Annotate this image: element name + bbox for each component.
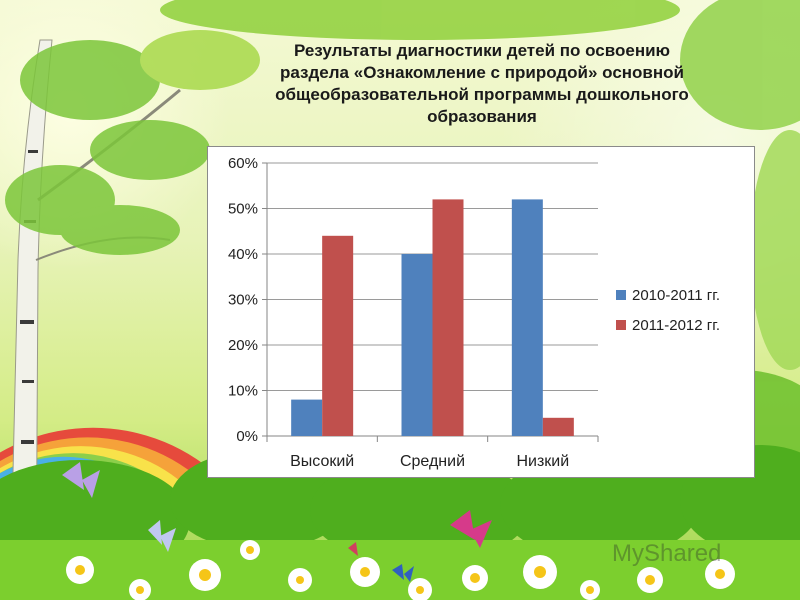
y-tick-label: 40% [228, 246, 258, 263]
title-line-2: раздела «Ознакомление с природой» основн… [280, 63, 684, 82]
x-tick-label: Средний [400, 453, 465, 470]
x-tick-label: Низкий [516, 453, 569, 470]
watermark-text: MyShared [612, 540, 722, 567]
legend-swatch-1 [616, 290, 626, 300]
y-tick-label: 10% [228, 383, 258, 400]
y-tick-label: 30% [228, 292, 258, 309]
legend-label-2: 2011-2012 гг. [632, 317, 720, 334]
title-line-1: Результаты диагностики детей по освоению [293, 41, 671, 60]
legend-label-1: 2010-2011 гг. [632, 287, 720, 304]
y-tick-label: 50% [228, 201, 258, 218]
page-title: Результаты диагностики детей по освоению… [232, 40, 732, 128]
legend-swatch-2 [616, 320, 626, 330]
title-line-4: образования [427, 107, 537, 126]
bar-2-1 [322, 235, 354, 436]
bar-2-2 [432, 199, 464, 436]
watermark: MyShared [612, 540, 721, 568]
bar-chart: 0% 10% 20% 30% 40% 50% 60% Высокий Средний Низкий… [207, 146, 755, 478]
y-tick-label: 20% [228, 337, 258, 354]
y-tick-label: 0% [236, 428, 258, 445]
bar-1-3 [511, 199, 543, 436]
title-line-3: общеобразовательной программы дошкольног… [275, 85, 689, 104]
x-tick-label: Высокий [290, 453, 354, 470]
bar-1-2 [401, 254, 433, 436]
y-tick-label: 60% [228, 155, 258, 172]
bar-2-3 [542, 417, 574, 436]
bar-1-1 [291, 399, 323, 436]
chart-canvas: 0% 10% 20% 30% 40% 50% 60% Высокий Средний Низкий… [228, 155, 720, 470]
